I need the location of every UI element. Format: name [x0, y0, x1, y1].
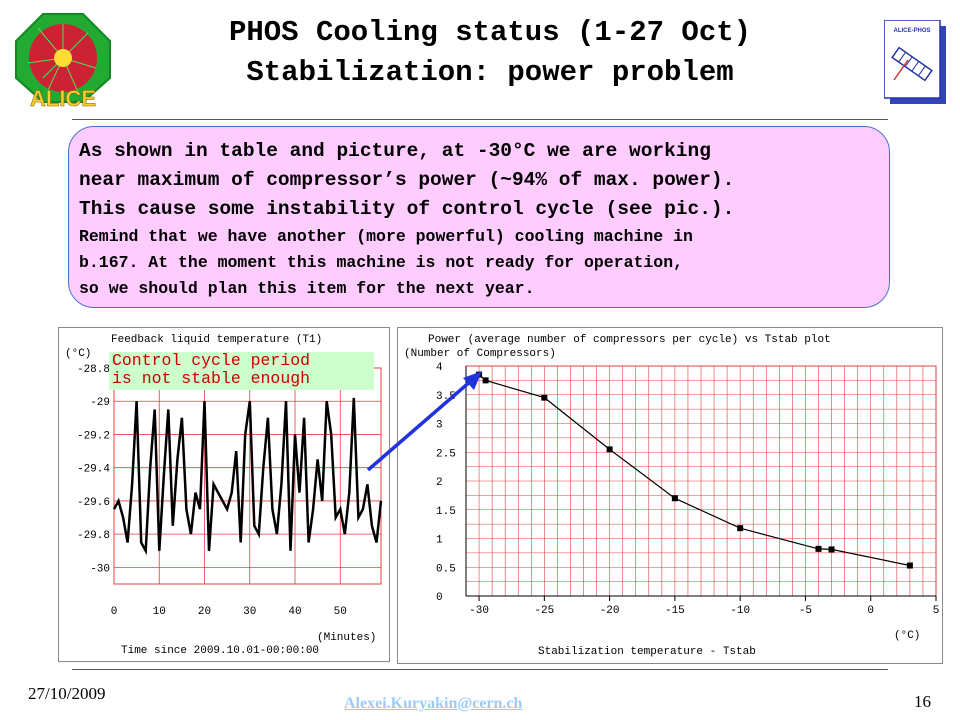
chart2-data-point [737, 525, 744, 532]
chart1-y-tick-label: -29.2 [77, 430, 110, 442]
footer-email-link[interactable]: Alexei.Kuryakin@cern.ch [344, 695, 523, 712]
chart2-y-tick-label: 0.5 [436, 563, 456, 575]
power-chart-panel: Power (average number of compressors per… [397, 327, 943, 664]
chart2-title: Power (average number of compressors per… [428, 334, 831, 346]
chart2-x-tick-label: -15 [665, 605, 685, 617]
chart2-data-point [828, 546, 835, 553]
chart2-series-line [478, 374, 911, 567]
status-note: As shown in table and picture, at -30°C … [68, 126, 890, 308]
chart2-data-point [671, 495, 678, 502]
chart2-data-point [606, 446, 613, 453]
chart2-x-tick-label: -10 [730, 605, 750, 617]
chart1-xlabel: (Minutes) [317, 632, 376, 644]
chart2-x-tick-label: -5 [799, 605, 812, 617]
chart2-y-tick-label: 4 [436, 362, 443, 374]
callout-line: Control cycle period [112, 351, 311, 370]
note-line: As shown in table and picture, at -30°C … [79, 140, 711, 162]
chart1-series-line [112, 397, 383, 556]
page-subtitle: Stabilization: power problem [246, 56, 734, 89]
footer-divider [72, 669, 888, 670]
chart1-y-tick-label: -28.8 [77, 364, 110, 376]
svg-text:ALICE-PHOS: ALICE-PHOS [893, 28, 930, 34]
note-line: b.167. At the moment this machine is not… [79, 253, 683, 272]
chart1-title: Feedback liquid temperature (T1) [111, 334, 322, 346]
chart2-y-tick-label: 2 [436, 477, 443, 489]
header-divider [72, 119, 888, 120]
phos-logo: ALICE-PHOS [883, 19, 948, 106]
chart2-y-tick-label: 1.5 [436, 506, 456, 518]
chart1-y-tick-label: -30 [90, 563, 110, 575]
chart2-y-tick-label: 2.5 [436, 448, 456, 460]
chart2-ylabel: (Number of Compressors) [404, 348, 556, 360]
chart1-x-tick-label: 30 [243, 606, 256, 618]
alice-logo: ALICE [8, 8, 118, 111]
chart1-x-tick-label: 20 [198, 606, 211, 618]
chart1-y-tick-label: -29.6 [77, 497, 110, 509]
chart2-xlabel: Stabilization temperature - Tstab [538, 646, 756, 658]
page-title: PHOS Cooling status (1-27 Oct) [228, 16, 752, 49]
note-line: so we should plan this item for the next… [79, 279, 535, 298]
svg-text:ALICE: ALICE [30, 86, 96, 108]
chart1-subtitle: Time since 2009.10.01-00:00:00 [121, 645, 319, 657]
note-line: Remind that we have another (more powerf… [79, 227, 693, 246]
chart2-x-tick-label: 5 [933, 605, 940, 617]
chart1-ylabel: (°C) [65, 348, 91, 360]
chart1-x-tick-label: 50 [334, 606, 347, 618]
chart2-x-tick-label: 0 [867, 605, 874, 617]
note-line: near maximum of compressor’s power (~94%… [79, 169, 735, 191]
chart2-xunit: (°C) [894, 630, 920, 642]
chart1-y-tick-label: -29.4 [77, 464, 110, 476]
page-number: 16 [914, 692, 931, 711]
power-chart: Power (average number of compressors per… [404, 334, 940, 658]
chart2-y-tick-label: 1 [436, 535, 443, 547]
chart1-plot-frame [113, 367, 382, 585]
chart1-x-tick-label: 0 [111, 606, 118, 618]
chart2-x-tick-label: -25 [534, 605, 554, 617]
chart2-data-point [482, 377, 489, 384]
footer-date: 27/10/2009 [28, 684, 106, 703]
chart1-x-tick-label: 40 [288, 606, 301, 618]
chart2-data-point [541, 394, 548, 401]
note-line: This cause some instability of control c… [79, 198, 735, 220]
chart2-x-tick-label: -20 [600, 605, 620, 617]
chart2-y-tick-label: 0 [436, 592, 443, 604]
callout-arrow [366, 371, 482, 472]
chart1-x-tick-label: 10 [153, 606, 166, 618]
chart1-y-tick-label: -29 [90, 397, 110, 409]
chart1-y-tick-label: -29.8 [77, 530, 110, 542]
callout-box: Control cycle period is not stable enoug… [109, 352, 374, 390]
chart2-data-point [815, 545, 822, 552]
chart2-x-tick-label: -30 [469, 605, 489, 617]
chart2-data-point [906, 562, 913, 569]
callout-line: is not stable enough [112, 369, 311, 388]
chart2-y-tick-label: 3 [436, 420, 443, 432]
